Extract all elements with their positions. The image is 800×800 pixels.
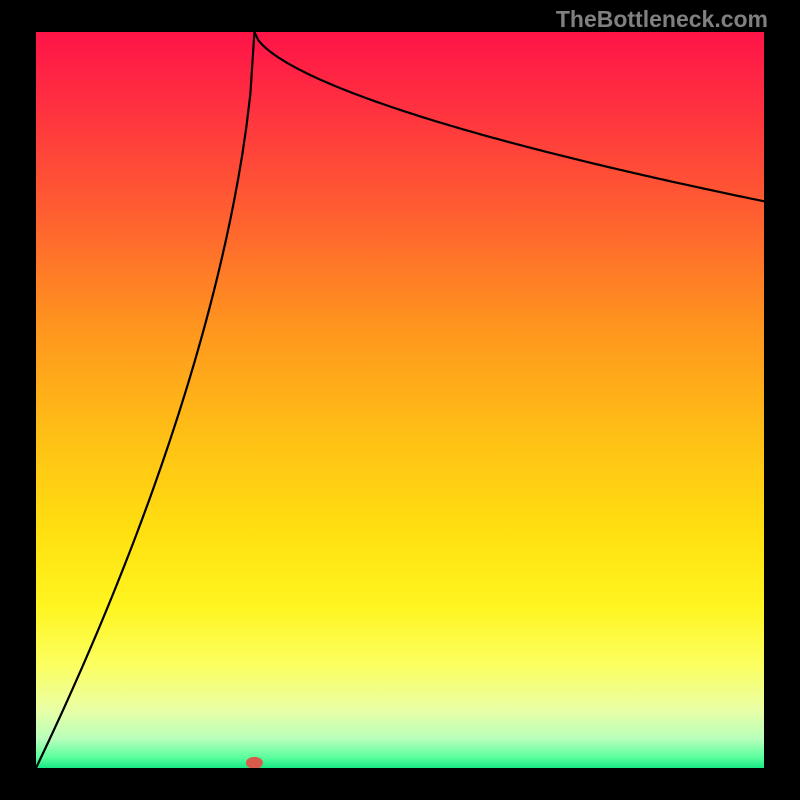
plot-area — [36, 32, 764, 768]
watermark-text: TheBottleneck.com — [556, 6, 768, 33]
chart-frame: TheBottleneck.com — [0, 0, 800, 800]
bottleneck-curve — [36, 32, 764, 768]
optimal-point-marker — [246, 757, 262, 768]
chart-svg — [36, 32, 764, 768]
